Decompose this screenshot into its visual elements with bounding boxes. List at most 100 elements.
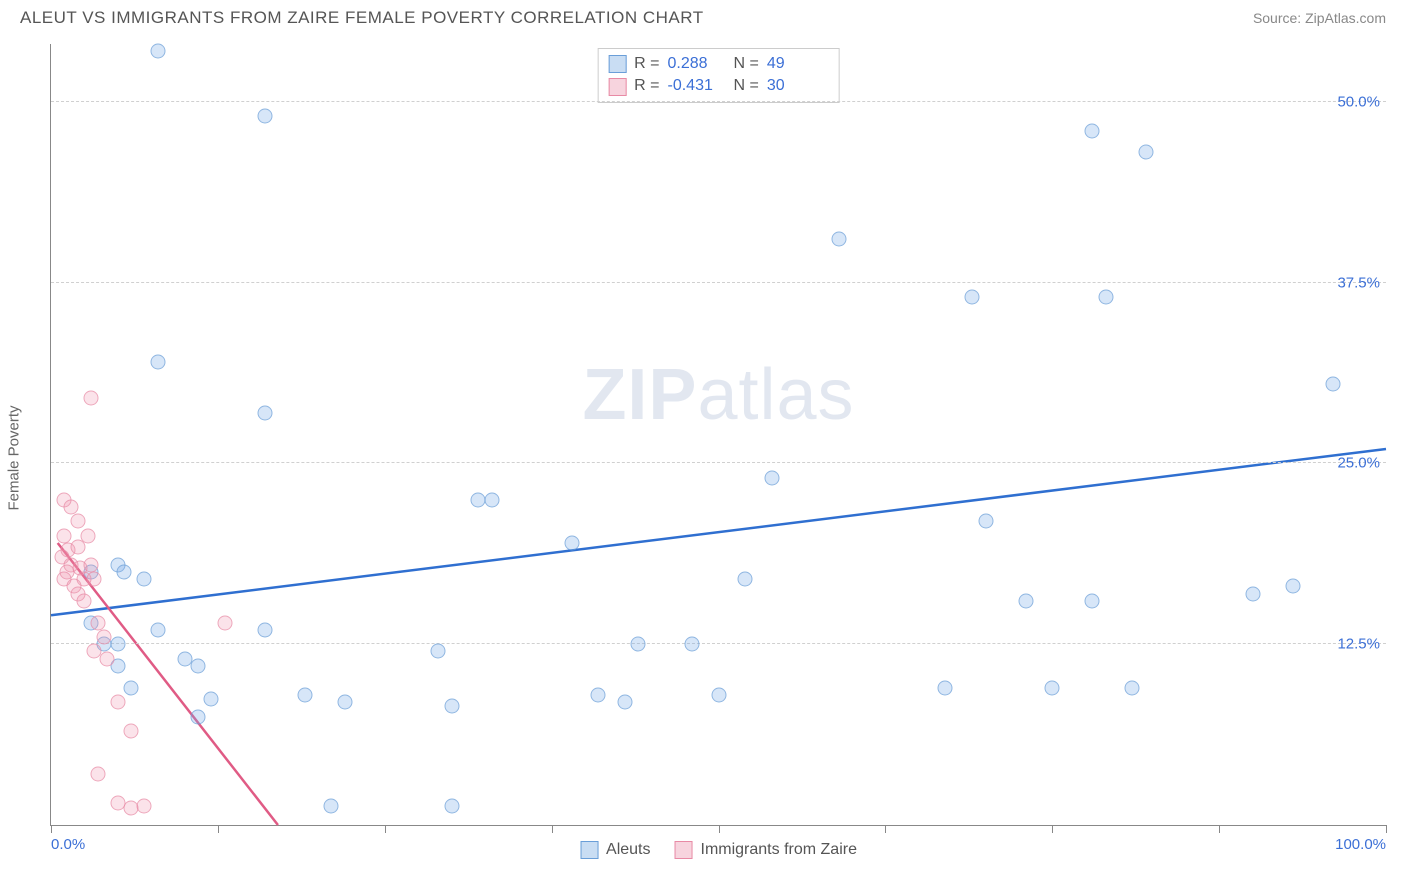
data-point bbox=[84, 391, 99, 406]
data-point bbox=[84, 557, 99, 572]
data-point bbox=[1045, 680, 1060, 695]
x-tick bbox=[51, 825, 52, 833]
x-tick bbox=[385, 825, 386, 833]
y-tick-label: 37.5% bbox=[1337, 274, 1380, 291]
data-point bbox=[150, 355, 165, 370]
data-point bbox=[1125, 680, 1140, 695]
legend-item-zaire: Immigrants from Zaire bbox=[675, 841, 857, 859]
legend-r-value-0: 0.288 bbox=[668, 53, 726, 75]
x-tick bbox=[1052, 825, 1053, 833]
data-point bbox=[257, 622, 272, 637]
scatter-plot: ZIPatlas R = 0.288 N = 49 R = -0.431 N =… bbox=[50, 44, 1386, 826]
data-point bbox=[1098, 290, 1113, 305]
data-point bbox=[1138, 145, 1153, 160]
data-point bbox=[137, 572, 152, 587]
data-point bbox=[1018, 593, 1033, 608]
x-tick bbox=[885, 825, 886, 833]
x-tick-label: 100.0% bbox=[1335, 836, 1386, 853]
data-point bbox=[564, 535, 579, 550]
data-point bbox=[97, 629, 112, 644]
data-point bbox=[77, 593, 92, 608]
chart-source: Source: ZipAtlas.com bbox=[1253, 10, 1386, 26]
legend-stats: R = 0.288 N = 49 R = -0.431 N = 30 bbox=[597, 48, 840, 103]
data-point bbox=[444, 799, 459, 814]
data-point bbox=[831, 232, 846, 247]
data-point bbox=[1085, 123, 1100, 138]
trend-line bbox=[51, 449, 1386, 615]
y-tick-label: 25.0% bbox=[1337, 455, 1380, 472]
gridline bbox=[51, 101, 1386, 102]
data-point bbox=[1245, 586, 1260, 601]
data-point bbox=[711, 687, 726, 702]
data-point bbox=[81, 528, 96, 543]
data-point bbox=[978, 514, 993, 529]
trend-lines bbox=[51, 44, 1386, 825]
data-point bbox=[337, 695, 352, 710]
data-point bbox=[190, 658, 205, 673]
x-tick bbox=[1219, 825, 1220, 833]
chart-title: ALEUT VS IMMIGRANTS FROM ZAIRE FEMALE PO… bbox=[20, 8, 704, 28]
legend-n-value-1: 30 bbox=[767, 75, 825, 97]
legend-r-label: R = bbox=[634, 53, 659, 75]
legend-swatch-blue bbox=[608, 55, 626, 73]
data-point bbox=[124, 680, 139, 695]
data-point bbox=[591, 687, 606, 702]
data-point bbox=[70, 514, 85, 529]
data-point bbox=[204, 692, 219, 707]
data-point bbox=[484, 492, 499, 507]
legend-r-label: R = bbox=[634, 75, 659, 97]
data-point bbox=[57, 528, 72, 543]
y-tick-label: 12.5% bbox=[1337, 636, 1380, 653]
data-point bbox=[738, 572, 753, 587]
data-point bbox=[965, 290, 980, 305]
data-point bbox=[117, 564, 132, 579]
legend-swatch-pink bbox=[608, 78, 626, 96]
data-point bbox=[1285, 579, 1300, 594]
data-point bbox=[110, 695, 125, 710]
x-tick bbox=[552, 825, 553, 833]
data-point bbox=[431, 644, 446, 659]
data-point bbox=[100, 651, 115, 666]
x-tick bbox=[218, 825, 219, 833]
data-point bbox=[938, 680, 953, 695]
data-point bbox=[1085, 593, 1100, 608]
data-point bbox=[177, 651, 192, 666]
data-point bbox=[257, 405, 272, 420]
legend-stats-row-1: R = -0.431 N = 30 bbox=[608, 75, 825, 97]
data-point bbox=[471, 492, 486, 507]
gridline bbox=[51, 282, 1386, 283]
legend-r-value-1: -0.431 bbox=[668, 75, 726, 97]
data-point bbox=[70, 540, 85, 555]
x-tick bbox=[719, 825, 720, 833]
watermark-zip: ZIP bbox=[582, 355, 697, 435]
legend-n-label: N = bbox=[734, 75, 759, 97]
gridline bbox=[51, 462, 1386, 463]
data-point bbox=[86, 572, 101, 587]
watermark-atlas: atlas bbox=[697, 355, 854, 435]
data-point bbox=[64, 499, 79, 514]
data-point bbox=[297, 687, 312, 702]
legend-swatch-pink bbox=[675, 841, 693, 859]
chart-header: ALEUT VS IMMIGRANTS FROM ZAIRE FEMALE PO… bbox=[0, 0, 1406, 32]
data-point bbox=[150, 622, 165, 637]
data-point bbox=[1325, 376, 1340, 391]
legend-label-aleuts: Aleuts bbox=[606, 841, 650, 859]
data-point bbox=[217, 615, 232, 630]
data-point bbox=[190, 709, 205, 724]
legend-n-value-0: 49 bbox=[767, 53, 825, 75]
x-tick bbox=[1386, 825, 1387, 833]
data-point bbox=[90, 615, 105, 630]
legend-label-zaire: Immigrants from Zaire bbox=[701, 841, 857, 859]
legend-stats-row-0: R = 0.288 N = 49 bbox=[608, 53, 825, 75]
data-point bbox=[764, 470, 779, 485]
data-point bbox=[684, 637, 699, 652]
data-point bbox=[137, 799, 152, 814]
legend-n-label: N = bbox=[734, 53, 759, 75]
data-point bbox=[631, 637, 646, 652]
y-tick-label: 50.0% bbox=[1337, 93, 1380, 110]
legend-item-aleuts: Aleuts bbox=[580, 841, 650, 859]
data-point bbox=[150, 44, 165, 59]
data-point bbox=[618, 695, 633, 710]
data-point bbox=[110, 637, 125, 652]
watermark: ZIPatlas bbox=[582, 354, 854, 436]
